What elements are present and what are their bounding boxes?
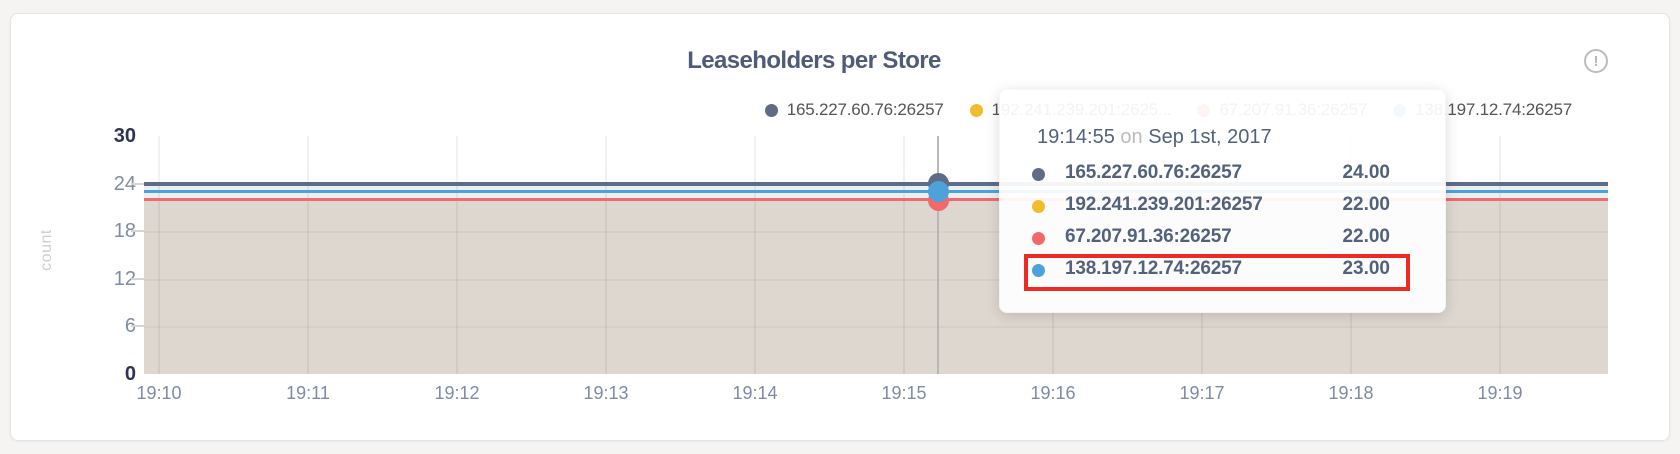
gridline-horizontal — [144, 326, 1608, 328]
gridline-vertical — [903, 136, 905, 374]
series-dot-yellow-icon — [1032, 200, 1045, 213]
series-dot-yellow-icon — [969, 103, 983, 117]
tooltip-series-name: 138.197.12.74:26257 — [1065, 258, 1242, 279]
highlight-annotation-box — [1024, 254, 1410, 291]
gridline-vertical — [754, 136, 756, 374]
x-tick-label: 19:19 — [1477, 383, 1523, 403]
x-tick-label: 19:12 — [434, 383, 480, 403]
x-tick-label: 19:10 — [136, 383, 182, 403]
x-tick-label: 19:14 — [732, 383, 778, 403]
x-tick-label: 19:17 — [1179, 383, 1225, 403]
tooltip-header: 19:14:55 on Sep 1st, 2017 — [1037, 126, 1272, 149]
chart-card: Leaseholders per Store ! 165.227.60.76:2… — [10, 13, 1670, 441]
tooltip-series-name: 67.207.91.36:26257 — [1065, 226, 1232, 247]
y-tick-mark — [131, 325, 144, 327]
tooltip-row-highlighted: 138.197.12.74:26257 23.00 — [1000, 255, 1447, 287]
gridline-vertical — [307, 136, 309, 374]
x-tick-label: 19:16 — [1030, 383, 1076, 403]
x-tick-label: 19:13 — [583, 383, 629, 403]
series-dot-navy-icon — [764, 103, 778, 117]
y-tick-mark — [131, 278, 144, 280]
page-title: Leaseholders per Store — [687, 47, 941, 74]
series-dot-red-icon — [1032, 232, 1045, 245]
tooltip-row: 192.241.239.201:26257 22.00 — [1000, 191, 1447, 223]
series-line-navy — [144, 182, 1608, 186]
tooltip-row: 165.227.60.76:26257 24.00 — [1000, 159, 1447, 191]
x-tick-label: 19:18 — [1328, 383, 1374, 403]
tooltip-series-name: 165.227.60.76:26257 — [1065, 162, 1242, 183]
gridline-vertical — [158, 136, 160, 374]
y-tick-label-24: 24 — [113, 173, 136, 195]
tooltip-date: Sep 1st, 2017 — [1148, 126, 1272, 148]
series-dot-blue-icon — [1032, 264, 1045, 277]
info-icon[interactable]: ! — [1584, 49, 1608, 73]
tooltip-row: 67.207.91.36:26257 22.00 — [1000, 223, 1447, 255]
hover-guideline — [937, 136, 939, 374]
y-tick-label-0: 0 — [124, 363, 136, 385]
y-tick-label-18: 18 — [113, 220, 136, 242]
tooltip-series-value: 22.00 — [1342, 194, 1390, 215]
x-tick-label: 19:15 — [881, 383, 927, 403]
gridline-vertical — [605, 136, 607, 374]
tooltip-series-name: 192.241.239.201:26257 — [1065, 194, 1263, 215]
legend-item-165-227-60-76[interactable]: 165.227.60.76:26257 — [764, 100, 944, 120]
tooltip-time: 19:14:55 — [1037, 126, 1115, 148]
y-axis-title: count — [38, 229, 55, 271]
gridline-vertical — [456, 136, 458, 374]
gridline-horizontal — [144, 231, 1608, 233]
exclamation-glyph: ! — [1593, 52, 1599, 70]
y-tick-label-30: 30 — [113, 125, 136, 147]
legend-item-label: 138.197.12.74:26257 — [1415, 100, 1572, 119]
tooltip-series-value: 24.00 — [1342, 162, 1390, 183]
x-tick-label: 19:11 — [286, 383, 330, 403]
gridline-vertical — [1499, 136, 1501, 374]
y-tick-mark — [131, 183, 144, 185]
series-line-red — [144, 198, 1608, 201]
tooltip-series-value: 22.00 — [1342, 226, 1390, 247]
y-tick-label-12: 12 — [113, 268, 136, 290]
hover-tooltip: 19:14:55 on Sep 1st, 2017 165.227.60.76:… — [999, 89, 1446, 313]
y-tick-mark — [131, 230, 144, 232]
y-tick-label-6: 6 — [71, 314, 136, 338]
hover-point-blue — [928, 181, 949, 202]
gridline-horizontal — [144, 279, 1608, 281]
series-line-blue — [144, 190, 1608, 193]
legend-item-label: 165.227.60.76:26257 — [786, 100, 944, 119]
series-dot-navy-icon — [1032, 168, 1045, 181]
tooltip-series-value: 23.00 — [1342, 258, 1390, 279]
tooltip-conjunction: on — [1120, 126, 1143, 148]
